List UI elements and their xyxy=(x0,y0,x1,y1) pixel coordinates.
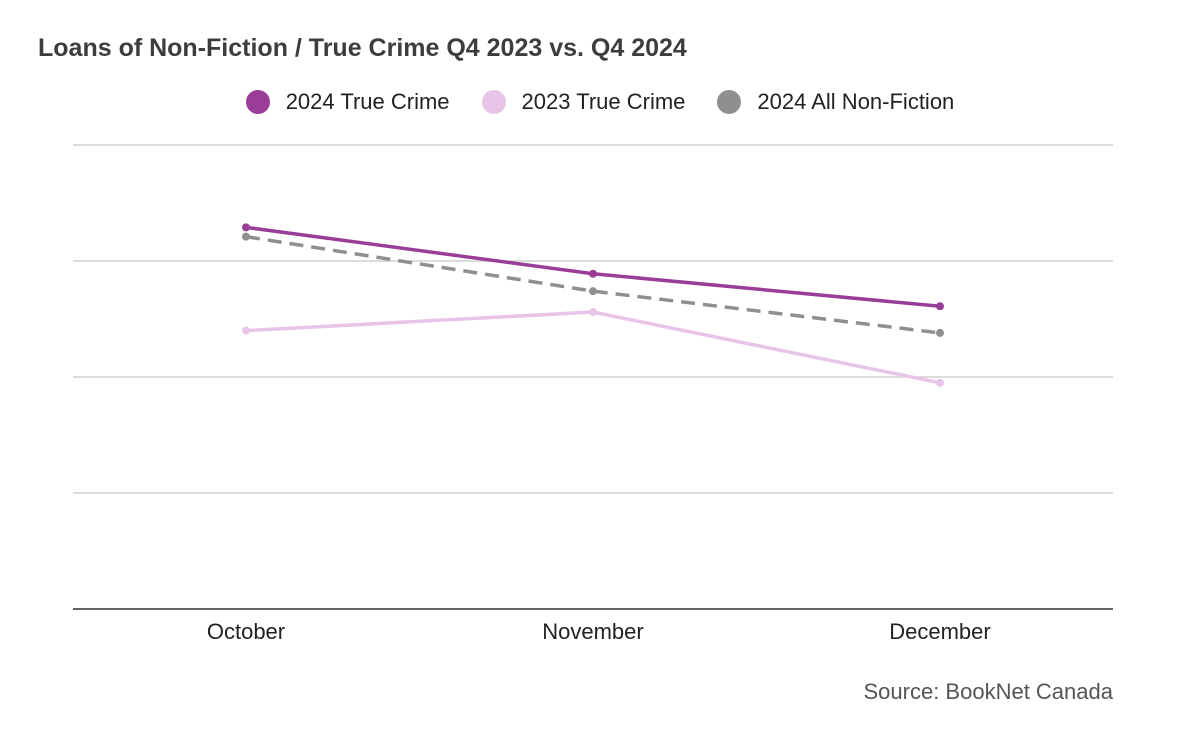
chart-title: Loans of Non-Fiction / True Crime Q4 202… xyxy=(38,34,687,62)
x-tick-label: November xyxy=(542,619,643,644)
series-line-2023-true-crime xyxy=(245,310,941,385)
data-point-2024-true-crime[interactable] xyxy=(589,269,597,278)
data-point-2024-all-non-fiction[interactable] xyxy=(242,232,250,241)
legend-label-2024-true-crime: 2024 True Crime xyxy=(285,89,450,114)
legend-swatch-2024-true-crime xyxy=(245,90,270,114)
source-note: Source: BookNet Canada xyxy=(863,679,1114,704)
data-point-2024-all-non-fiction[interactable] xyxy=(936,328,944,337)
legend-item-2024-all-non-fiction[interactable]: 2024 All Non-Fiction xyxy=(717,89,954,115)
chart-legend: 2024 True Crime 2023 True Crime 2024 All… xyxy=(0,86,1200,118)
legend-item-2024-true-crime[interactable]: 2024 True Crime xyxy=(245,89,450,115)
legend-swatch-2024-all-non-fiction xyxy=(717,90,742,114)
x-tick-label: December xyxy=(889,619,990,644)
data-point-2023-true-crime[interactable] xyxy=(936,378,944,387)
data-point-2024-true-crime[interactable] xyxy=(242,223,250,232)
data-point-2023-true-crime[interactable] xyxy=(589,308,597,317)
data-point-2023-true-crime[interactable] xyxy=(242,326,250,335)
series-line-2024-all-non-fiction xyxy=(245,234,941,335)
legend-item-2023-true-crime[interactable]: 2023 True Crime xyxy=(481,89,686,115)
data-point-2024-true-crime[interactable] xyxy=(936,302,944,311)
x-tick-label: October xyxy=(207,619,285,644)
legend-swatch-2023-true-crime xyxy=(481,90,506,114)
legend-label-2024-all-non-fiction: 2024 All Non-Fiction xyxy=(757,89,955,114)
legend-label-2023-true-crime: 2023 True Crime xyxy=(521,89,686,114)
data-point-2024-all-non-fiction[interactable] xyxy=(589,287,597,296)
